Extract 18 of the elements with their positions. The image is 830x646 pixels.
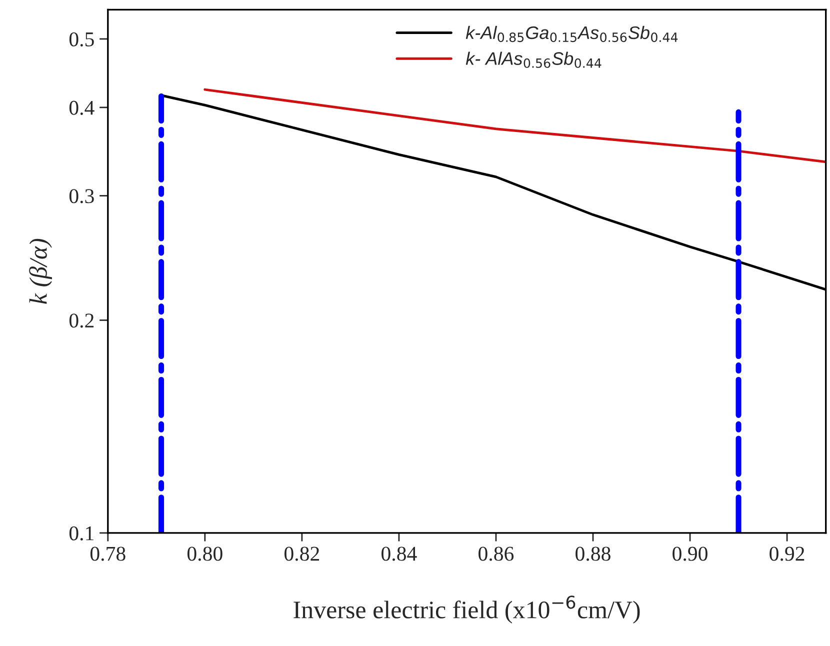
x-tick-label: 0.90 — [672, 546, 708, 561]
y-tick-label: 0.1 — [69, 526, 94, 540]
y-tick-label: 0.4 — [69, 100, 94, 115]
x-tick-label: 0.88 — [576, 546, 610, 561]
x-tick-label: 0.82 — [284, 546, 320, 561]
x-tick-label: 0.86 — [478, 546, 514, 561]
x-tick-label: 0.78 — [90, 546, 126, 561]
line-series — [204, 88, 826, 164]
x-tick-label: 0.80 — [187, 546, 222, 561]
y-tick-label: 0.2 — [69, 314, 94, 328]
x-tick-label: 0.92 — [770, 546, 804, 561]
y-axis-title: k (β/α) — [29, 238, 52, 304]
y-tick-label: 0.3 — [69, 189, 94, 204]
legend-label: k- AlAs$_{0.56}$Sb$_{0.44}$ — [466, 52, 602, 68]
x-axis-title: Inverse electric field (x10$^{−6}$cm/V) — [294, 596, 640, 624]
legend-label: k-Al$_{0.85}$Ga$_{0.15}$As$_{0.56}$Sb$_{0.44}$ — [466, 26, 678, 42]
x-tick-label: 0.84 — [382, 546, 417, 561]
y-tick-label: 0.5 — [69, 32, 94, 46]
